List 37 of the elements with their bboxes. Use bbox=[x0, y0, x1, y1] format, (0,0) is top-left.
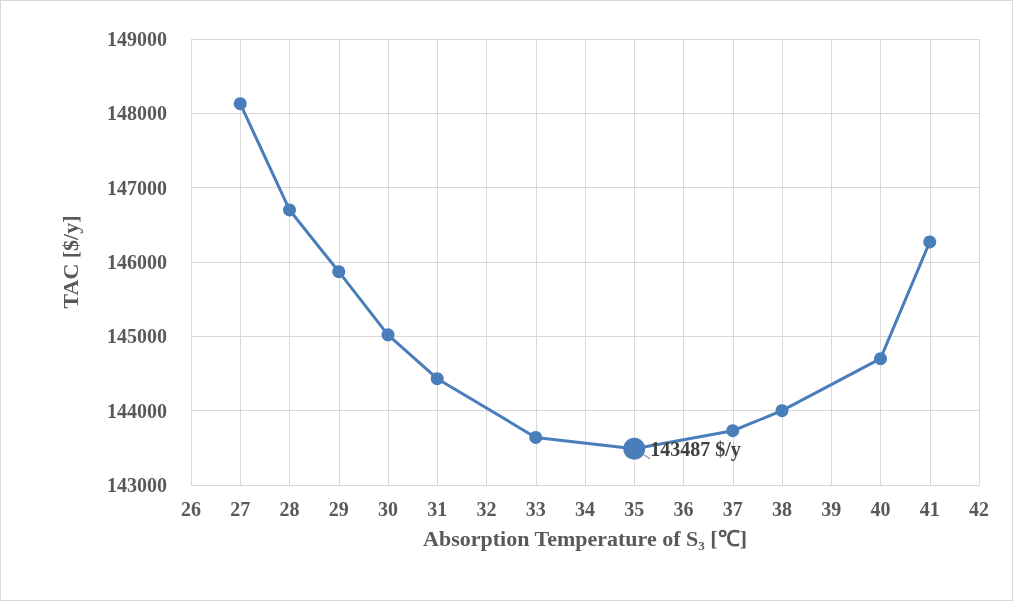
x-tick-label: 40 bbox=[870, 498, 891, 520]
x-tick-label: 26 bbox=[181, 498, 201, 520]
x-tick-label: 35 bbox=[624, 498, 645, 520]
x-tick-label: 39 bbox=[821, 498, 842, 520]
point bbox=[233, 97, 247, 111]
y-tick-label: 146000 bbox=[107, 251, 167, 273]
x-tick-label: 27 bbox=[230, 498, 251, 520]
x-tick-label: 28 bbox=[279, 498, 300, 520]
annotation: 143487 $/y bbox=[650, 437, 741, 461]
x-tick-label: 37 bbox=[722, 498, 743, 520]
x-tick-label: 41 bbox=[919, 498, 940, 520]
x-axis-title: Absorption Temperature of S₃ [℃] bbox=[423, 525, 747, 551]
x-tick-label: 36 bbox=[673, 498, 694, 520]
y-tick-label: 144000 bbox=[107, 399, 167, 422]
x-tick-label: 29 bbox=[328, 498, 349, 520]
point bbox=[283, 203, 296, 217]
point bbox=[923, 235, 937, 249]
x-tick-label: 31 bbox=[427, 498, 448, 520]
x-tick-label: 33 bbox=[525, 498, 546, 520]
point bbox=[874, 352, 887, 366]
y-tick-label: 147000 bbox=[107, 176, 167, 199]
point bbox=[529, 430, 543, 444]
y-axis-title: TAC [$/y] bbox=[57, 215, 83, 309]
x-tick-label: 38 bbox=[772, 498, 792, 520]
x-tick-label: 34 bbox=[575, 498, 595, 520]
y-tick-label: 149000 bbox=[107, 28, 167, 50]
y-tick-label: 143000 bbox=[107, 474, 167, 496]
x-tick-label: 30 bbox=[378, 498, 398, 520]
y-tick-label: 145000 bbox=[107, 325, 167, 348]
point bbox=[775, 404, 789, 418]
point bbox=[726, 424, 740, 438]
x-tick-label: 42 bbox=[969, 498, 989, 520]
x-tick-label: 32 bbox=[476, 498, 497, 520]
point bbox=[381, 328, 395, 342]
y-tick-label: 148000 bbox=[107, 102, 167, 125]
point bbox=[332, 265, 346, 279]
point bbox=[430, 372, 444, 386]
